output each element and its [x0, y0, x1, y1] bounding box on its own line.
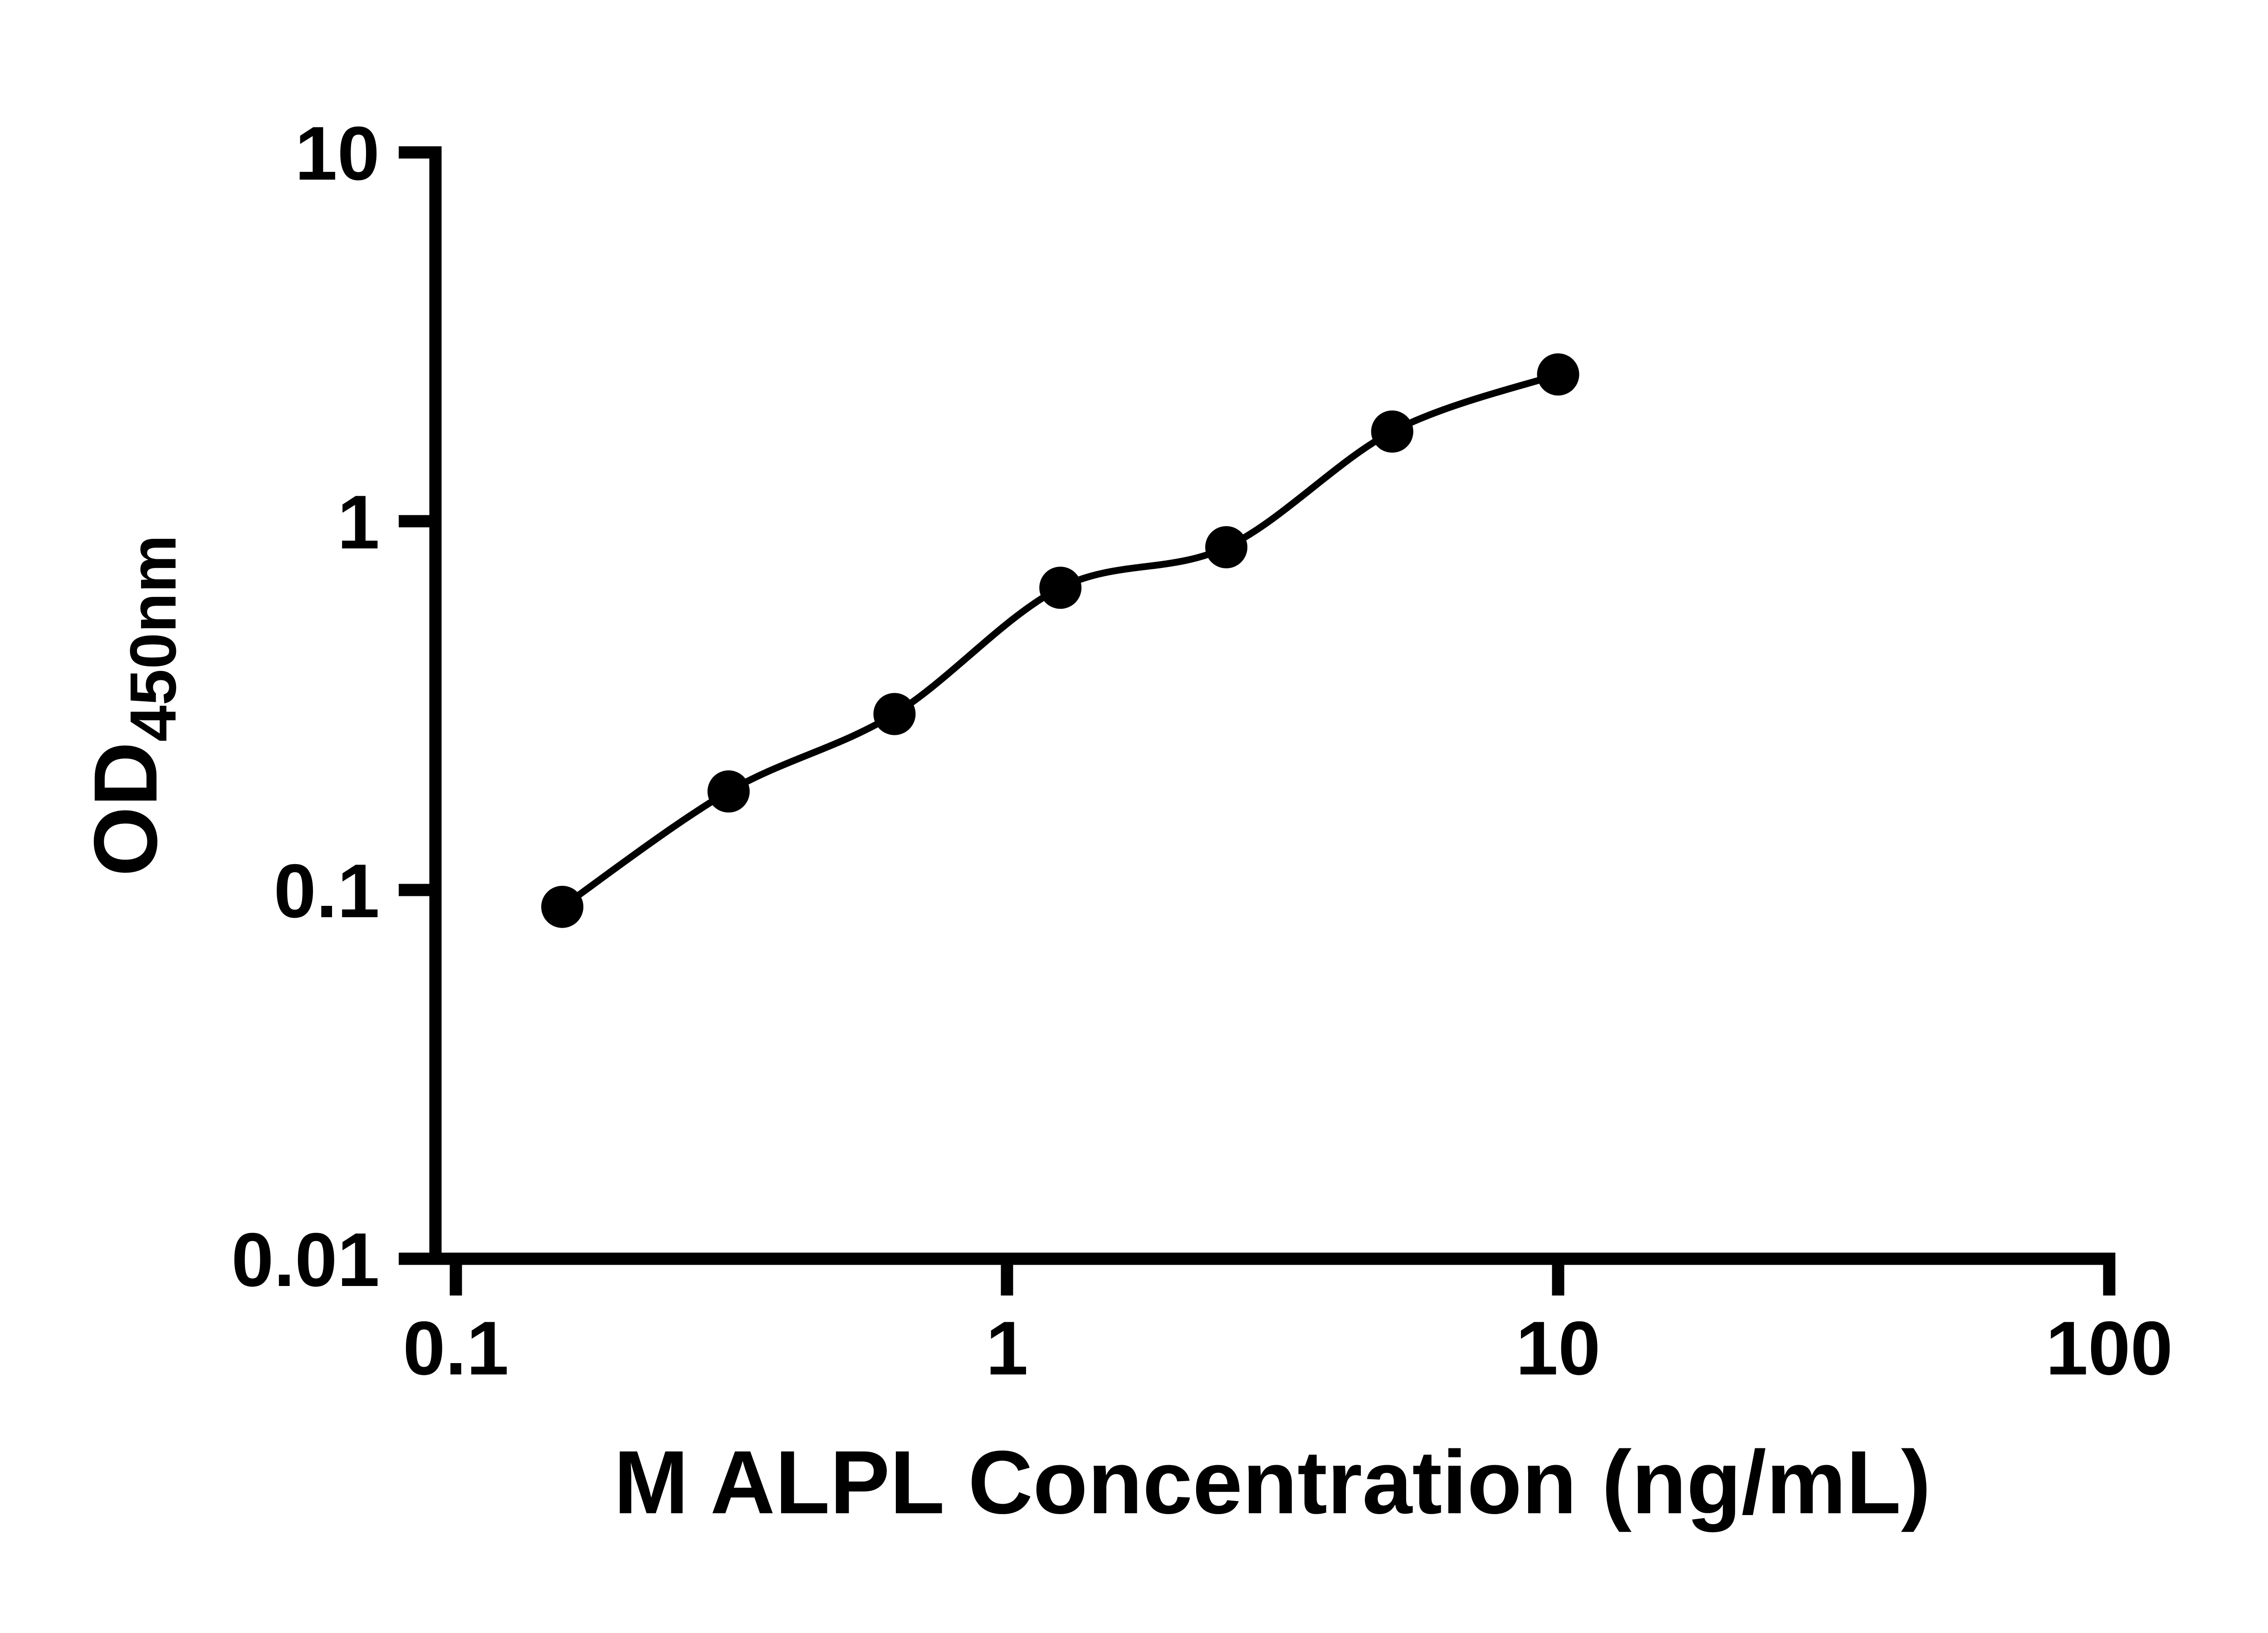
x-tick-label: 10 — [1516, 1305, 1601, 1391]
axes-frame — [429, 146, 2116, 1265]
data-point-1 — [707, 770, 750, 813]
data-point-0 — [541, 885, 584, 928]
data-point-2 — [873, 693, 916, 735]
data-point-5 — [1371, 410, 1413, 453]
y-axis-title-main: OD — [75, 742, 176, 876]
x-tick-label: 1 — [986, 1305, 1028, 1391]
x-axis-title: M ALPL Concentration (ng/mL) — [614, 1432, 1931, 1532]
data-point-4 — [1205, 526, 1247, 568]
y-tick-label: 10 — [295, 111, 380, 196]
data-point-3 — [1039, 567, 1082, 609]
y-axis-title: OD450nm — [75, 535, 190, 876]
x-tick-label: 100 — [2046, 1305, 2173, 1391]
fit-curve — [560, 371, 1559, 910]
data-point-6 — [1537, 353, 1579, 396]
y-tick-label: 0.01 — [231, 1217, 380, 1302]
y-tick-label: 0.1 — [274, 848, 380, 934]
y-tick-label: 1 — [337, 479, 380, 565]
x-tick-label: 0.1 — [403, 1305, 509, 1391]
y-axis-title-subscript: 450nm — [117, 535, 190, 742]
